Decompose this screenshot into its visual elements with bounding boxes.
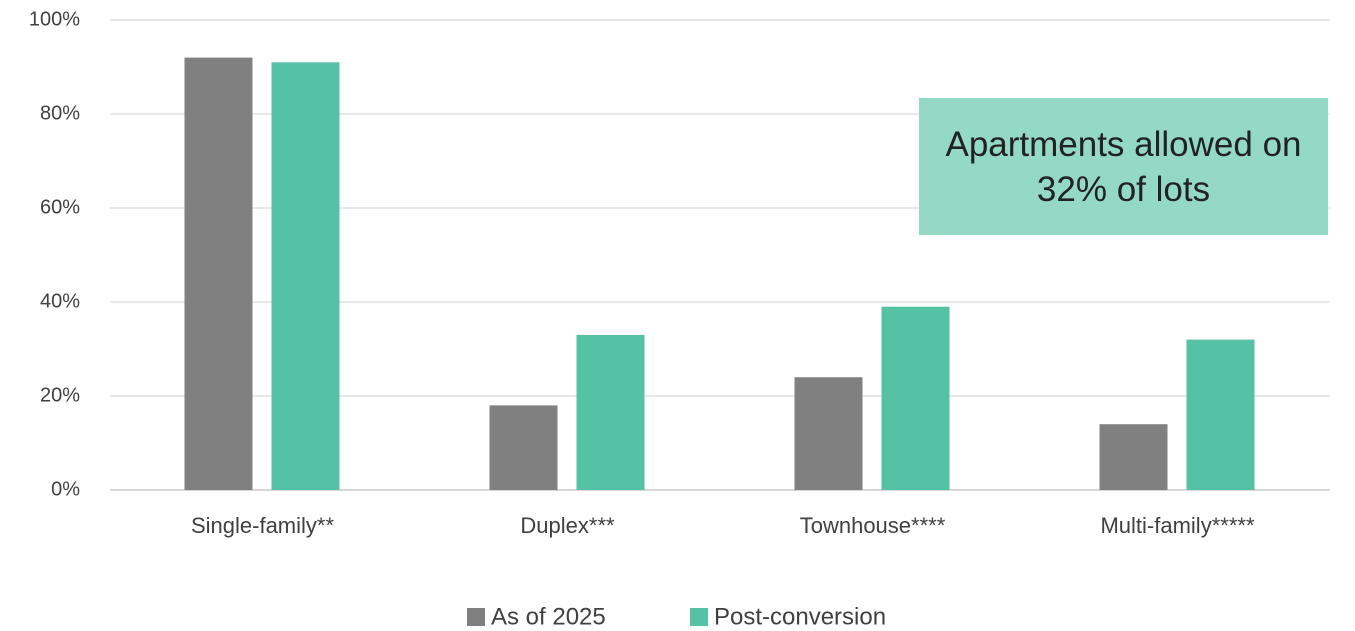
y-tick-label: 20% [40, 384, 80, 406]
bar [1099, 424, 1168, 490]
bar [881, 306, 950, 490]
bar [1186, 339, 1255, 490]
x-tick-label: Duplex*** [520, 513, 615, 538]
bar [794, 377, 863, 490]
y-tick-label: 40% [40, 290, 80, 312]
x-tick-label: Single-family** [191, 513, 334, 538]
y-tick-label: 80% [40, 102, 80, 124]
legend-swatch [690, 608, 708, 626]
annotation: Apartments allowed on 32% of lots [919, 98, 1328, 235]
bar [489, 405, 558, 490]
bar [184, 57, 253, 490]
x-tick-label: Townhouse**** [800, 513, 946, 538]
y-tick-label: 100% [29, 8, 80, 30]
bar [271, 62, 340, 491]
y-tick-label: 0% [51, 478, 80, 500]
legend-label: Post-conversion [714, 603, 886, 630]
x-tick-label: Multi-family***** [1100, 513, 1254, 538]
legend-swatch [467, 608, 485, 626]
y-tick-label: 60% [40, 196, 80, 218]
bar [576, 334, 645, 490]
legend-label: As of 2025 [491, 603, 606, 630]
